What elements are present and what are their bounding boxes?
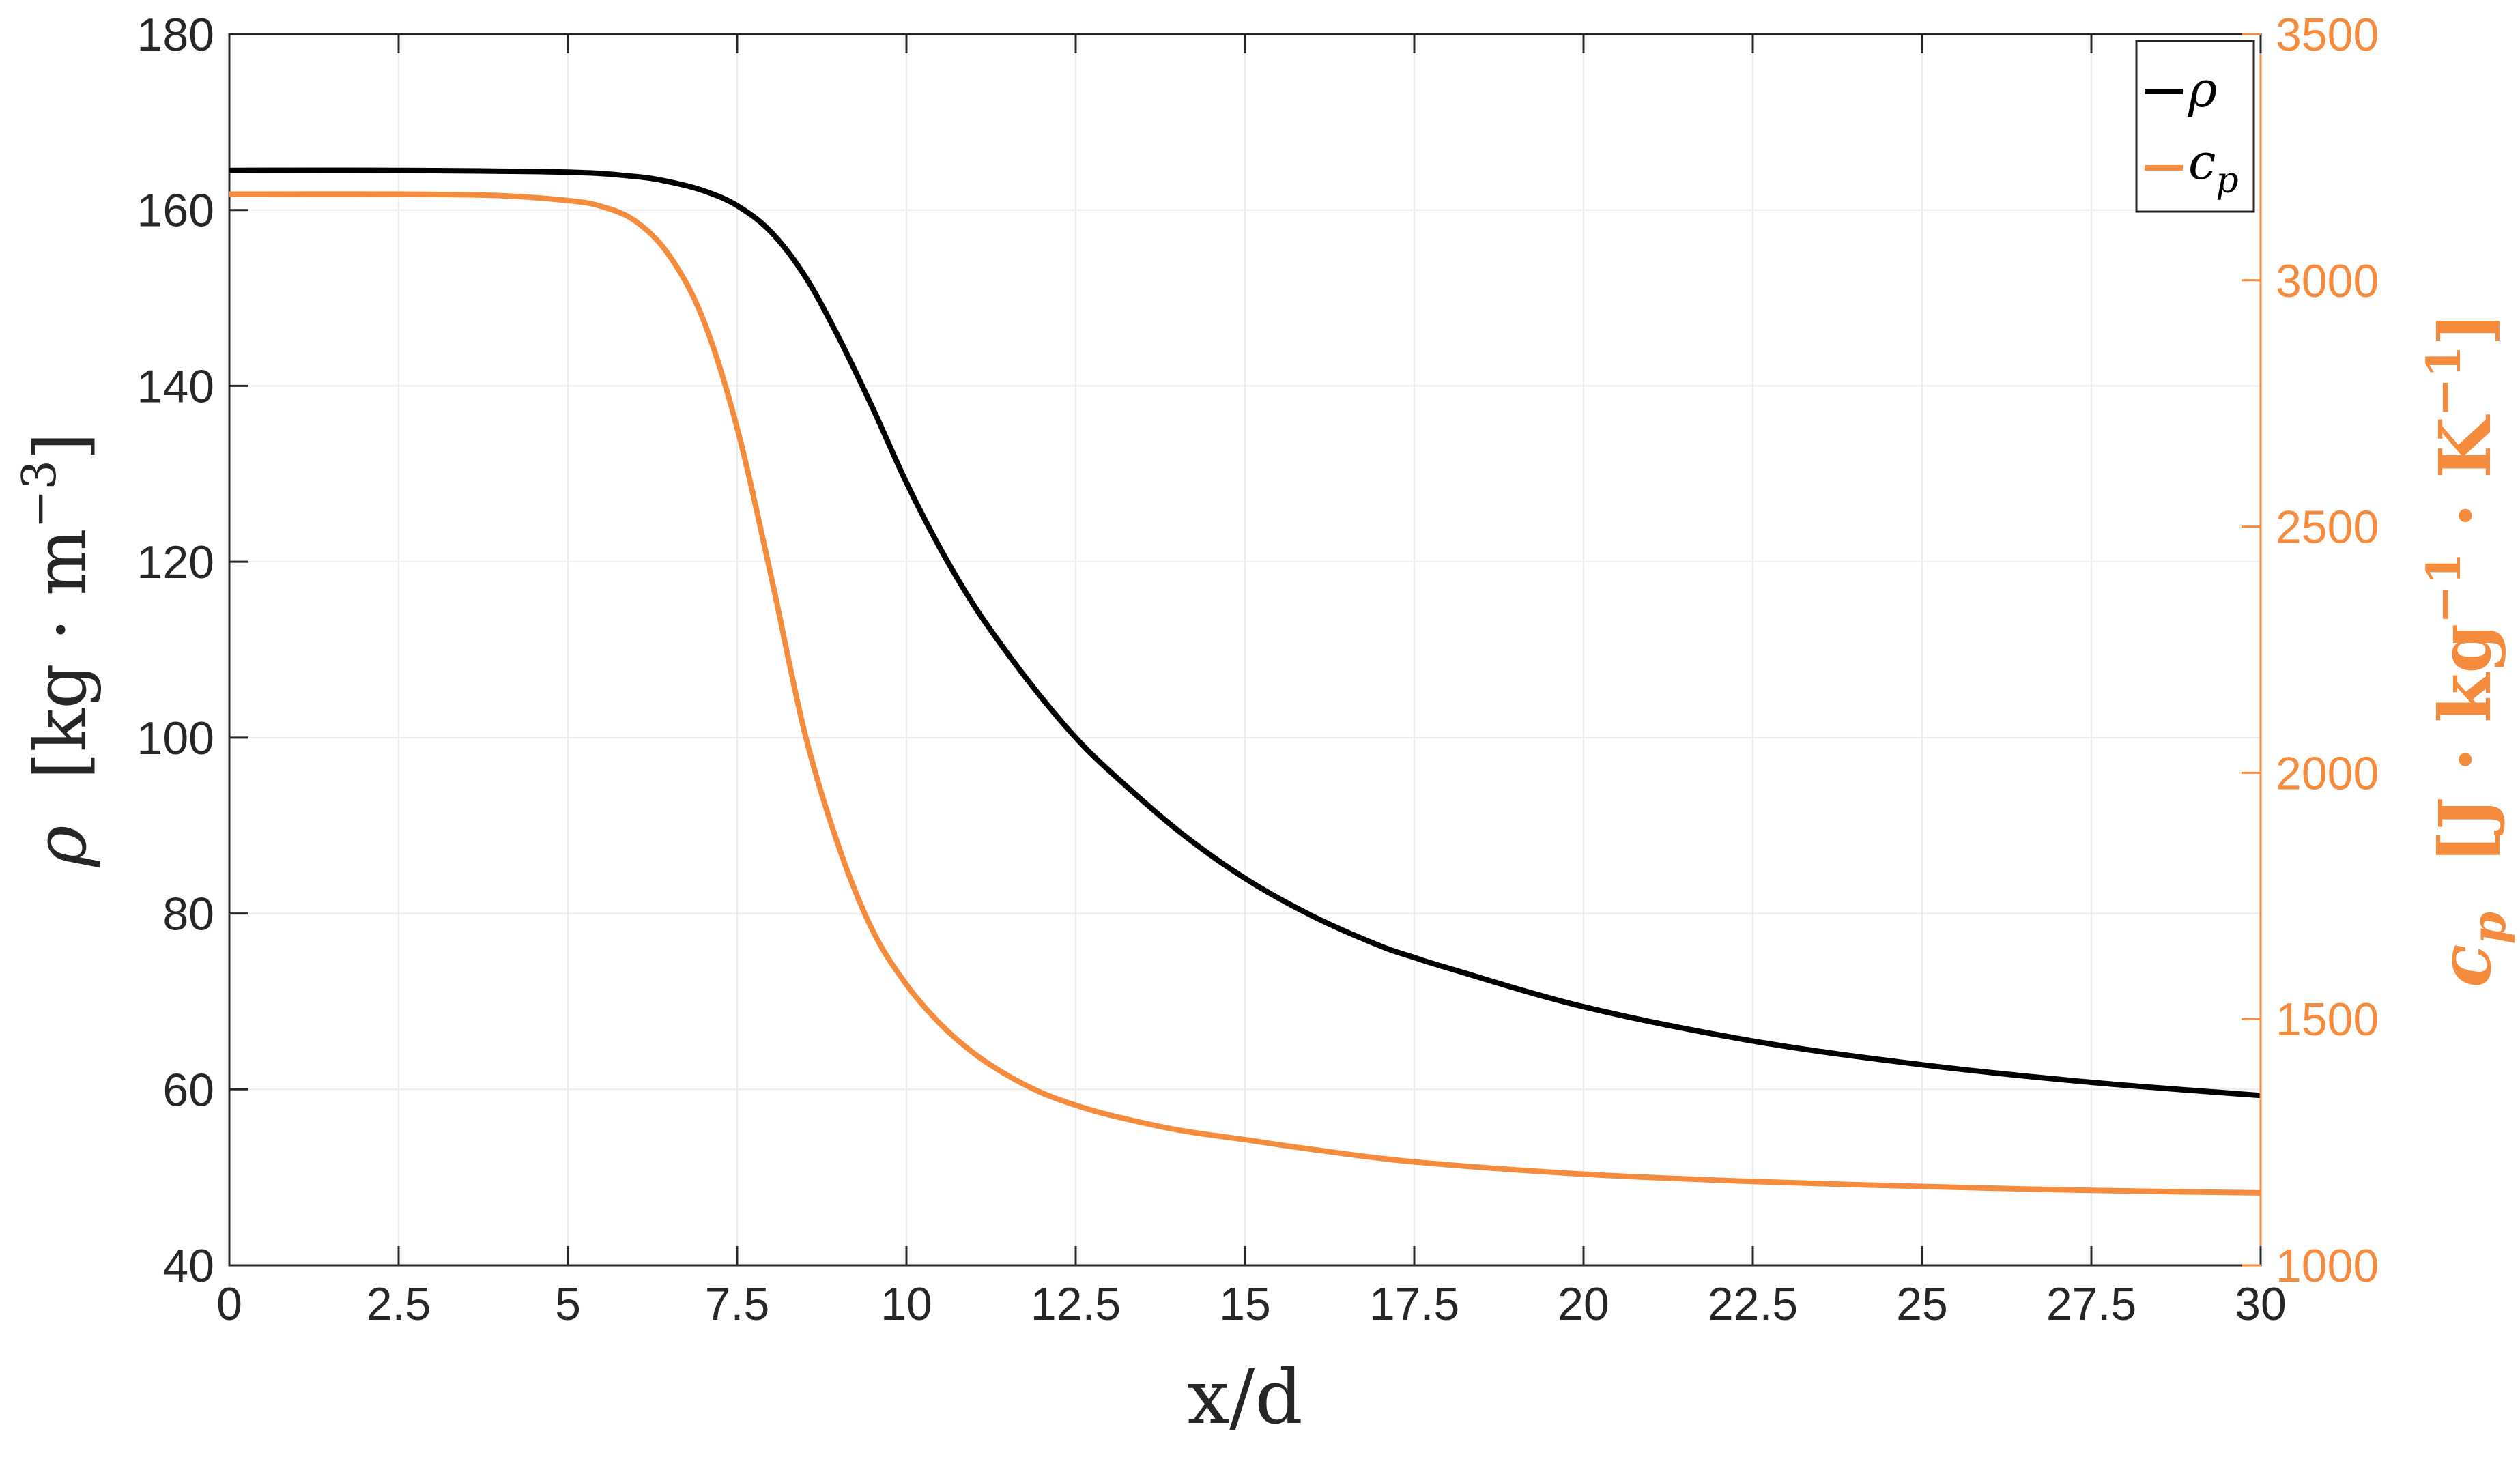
x-tick-label: 15: [1219, 1278, 1271, 1330]
left-y-axis-symbol: ρ: [19, 825, 102, 867]
right-y-tick-label: 2500: [2276, 502, 2379, 553]
right-y-tick-label: 3500: [2276, 9, 2379, 61]
right-y-axis-unit-open: [J · kg: [2423, 624, 2507, 864]
legend-label-cp: cp: [2188, 133, 2239, 201]
right-y-axis-unit-exp2: −1: [2417, 345, 2472, 416]
x-tick-label: 0: [216, 1278, 242, 1330]
grid: [229, 34, 2261, 1265]
right-y-axis-unit-close: ]: [2423, 312, 2507, 345]
left-y-axis-unit-exp: −3: [13, 460, 67, 528]
x-tick-label: 10: [880, 1278, 932, 1330]
x-tick-label: 2.5: [367, 1278, 431, 1330]
right-y-tick-label: 1000: [2276, 1240, 2379, 1292]
legend: ρ cp: [2135, 40, 2255, 213]
series-line-cp: [229, 191, 2261, 1196]
legend-label-rho: ρ: [2188, 61, 2217, 118]
left-y-axis-unit-close: ]: [19, 433, 102, 461]
x-tick-label: 25: [1896, 1278, 1948, 1330]
right-y-tick-label: 2000: [2276, 747, 2379, 799]
x-tick-label: 17.5: [1369, 1278, 1459, 1330]
legend-label-cp-subscript: p: [2216, 160, 2238, 201]
right-y-tick-label: 3000: [2276, 255, 2379, 307]
left-y-tick-label: 40: [162, 1240, 214, 1292]
right-y-axis: 1000 1500 2000 2500 3000 3500: [2242, 9, 2379, 1292]
left-y-tick-label: 160: [137, 185, 214, 237]
x-tick-label: 22.5: [1708, 1278, 1798, 1330]
left-y-tick-label: 140: [137, 360, 214, 412]
right-y-axis-subscript: p: [2462, 912, 2517, 944]
x-tick-label: 27.5: [2046, 1278, 2136, 1330]
left-y-axis-label: ρ [kg · m−3]: [13, 433, 102, 868]
left-y-tick-label: 80: [162, 889, 214, 940]
x-tick-label: 5: [555, 1278, 581, 1330]
x-tick-label: 12.5: [1031, 1278, 1121, 1330]
right-y-axis-unit-exp1: −1: [2417, 553, 2472, 624]
right-y-tick-label: 1500: [2276, 994, 2379, 1045]
left-y-tick-label: 120: [137, 536, 214, 588]
right-y-axis-label: cp [J · kg−1 · K−1]: [2417, 312, 2520, 987]
x-tick-label: 20: [1558, 1278, 1609, 1330]
legend-label-cp-symbol: c: [2188, 133, 2216, 190]
x-tick-label: 30: [2235, 1278, 2287, 1330]
left-y-axis: 40 60 80 100 120 140 160 180: [137, 9, 248, 1292]
right-y-axis-unit-mid: · K: [2423, 414, 2507, 553]
left-y-tick-label: 180: [137, 9, 214, 61]
series-line-rho: [229, 167, 2261, 1099]
left-y-tick-label: 100: [137, 712, 214, 764]
legend-box: [2135, 40, 2255, 213]
series-layer: [229, 167, 2261, 1196]
x-tick-label: 7.5: [705, 1278, 770, 1330]
x-axis: 0 2.5 5 7.5 10 12.5 15 17.5 20 22.5 25 27.5 30: [216, 34, 2287, 1330]
x-axis-label: x/d: [1187, 1353, 1303, 1441]
right-y-axis-symbol: c: [2423, 944, 2507, 987]
left-y-axis-unit-open: [kg · m: [19, 528, 102, 779]
left-y-tick-label: 60: [162, 1064, 214, 1116]
